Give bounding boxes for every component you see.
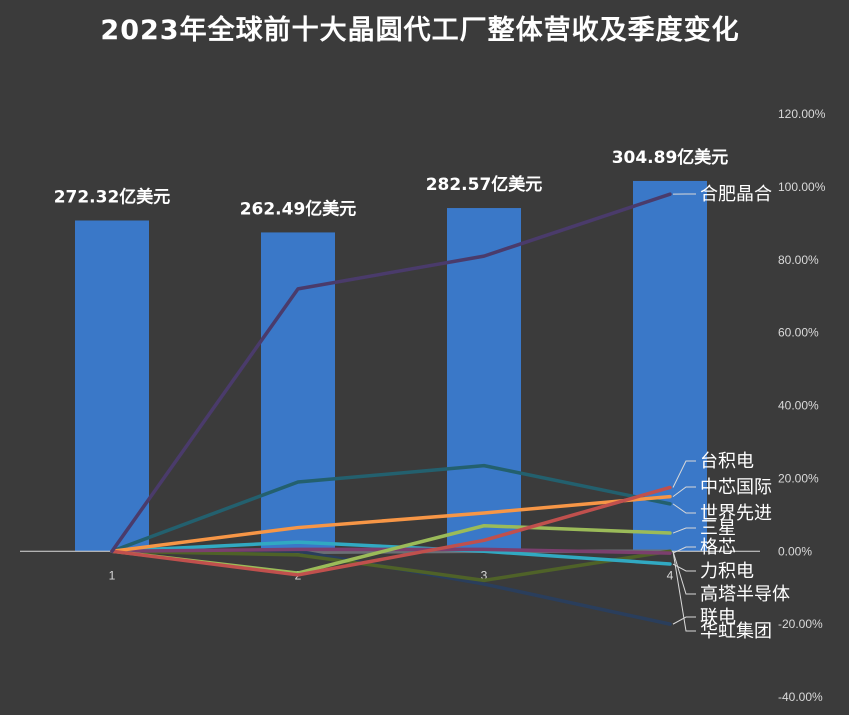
right-axis-tick-label: 120.00% [778,107,826,121]
right-axis-tick-label: 20.00% [778,471,819,485]
bar-data-label: 282.57亿美元 [426,174,543,195]
leader-line [672,503,696,514]
series-label: 合肥晶合 [700,184,772,205]
bar-data-label: 272.32亿美元 [54,186,171,207]
leader-line [672,551,696,595]
right-axis-tick-label: -40.00% [778,690,823,704]
leader-line [672,486,696,497]
bar-data-label: 262.49亿美元 [240,198,357,219]
category-tick-label: 1 [109,568,116,582]
series-line [110,549,672,583]
leader-line [672,460,696,488]
series-line [110,485,672,577]
series-label: 高塔半导体 [700,584,790,605]
leader-line [672,546,696,554]
right-axis-tick-label: 100.00% [778,180,826,194]
series-line [110,494,672,553]
right-axis-tick-label: 0.00% [778,544,812,558]
category-tick-label: 3 [481,568,488,582]
leader-line [672,616,696,625]
right-axis-tick-label: 60.00% [778,326,819,340]
series-label: 联电 [700,607,736,628]
right-axis-tick-label: 80.00% [778,253,819,267]
category-tick-label: 4 [667,568,674,582]
series-label: 力积电 [700,561,754,582]
revenue-bar [633,180,707,552]
series-label: 中芯国际 [700,477,772,498]
series-label: 世界先进 [700,503,772,524]
revenue-bar [75,220,149,552]
series-label: 台积电 [700,451,754,472]
right-axis-tick-label: -20.00% [778,617,823,631]
right-axis-tick-label: 40.00% [778,399,819,413]
series-label: 三星 [700,518,736,539]
revenue-bar [447,208,521,552]
bar-data-label: 304.89亿美元 [612,147,729,168]
series-line [110,540,672,566]
series-line [110,463,672,553]
leader-line [672,551,696,632]
chart-title: 2023年全球前十大晶圆代工厂整体营收及季度变化 [100,15,740,46]
leader-line [672,527,696,534]
series-label: 格芯 [700,537,736,558]
series-label: 华虹集团 [700,621,772,642]
revenue-bar [261,232,335,552]
series-line [110,192,672,553]
